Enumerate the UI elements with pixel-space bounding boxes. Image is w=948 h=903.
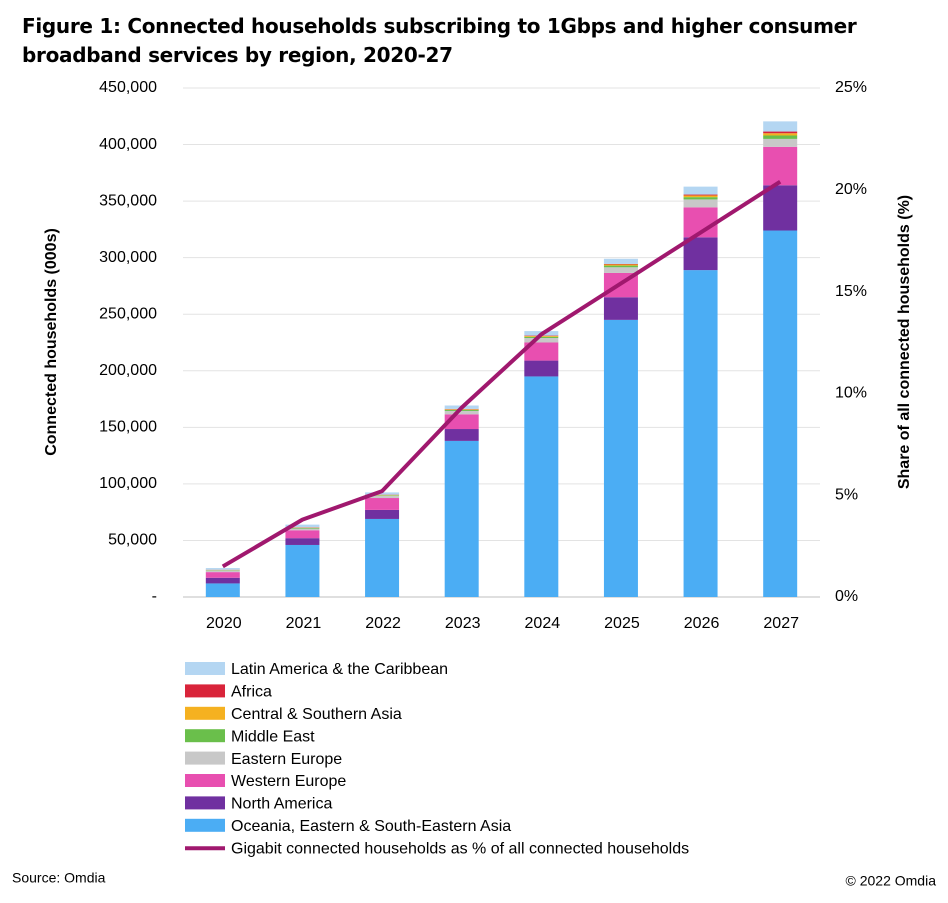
bar-segment [763, 146, 798, 186]
bar-segment [763, 131, 798, 134]
legend-swatch [185, 818, 225, 832]
bar-segment [763, 138, 798, 147]
bar-segment [444, 410, 479, 415]
bar-segment [205, 568, 240, 570]
bar-segment [365, 495, 400, 499]
x-tick-label: 2021 [286, 615, 322, 632]
legend-swatch [185, 751, 225, 765]
legend-label: Middle East [231, 728, 315, 745]
bar-segment [524, 360, 559, 377]
bar-segment [524, 336, 559, 338]
legend-label: Gigabit connected households as % of all… [231, 840, 689, 857]
bar-segment [285, 528, 320, 529]
bar-segment [763, 230, 798, 597]
legend-label: Latin America & the Caribbean [231, 661, 448, 678]
y-tick-label: 300,000 [99, 249, 157, 266]
bar-segment [603, 297, 638, 320]
y2-tick-label: 5% [835, 486, 858, 503]
legend-label: Oceania, Eastern & South-Eastern Asia [231, 818, 511, 835]
y-tick-label: 100,000 [99, 475, 157, 492]
x-tick-label: 2026 [684, 615, 720, 632]
source: Source: Omdia [12, 870, 106, 886]
bar-segment [205, 577, 240, 584]
bar-segment [763, 135, 798, 139]
copyright: © 2022 Omdia [846, 873, 937, 889]
chart-title: Figure 1: Connected households subscribi… [22, 14, 857, 67]
legend-swatch [185, 796, 225, 810]
x-tick-label: 2023 [445, 615, 481, 632]
y2-tick-label: 15% [835, 283, 867, 300]
y2-tick-label: 25% [835, 79, 867, 96]
y-tick-label: 350,000 [99, 192, 157, 209]
bar-segment [524, 342, 559, 361]
y-tick-label: 200,000 [99, 362, 157, 379]
bar-segment [683, 237, 718, 271]
y2-axis-label: Share of all connected households (%) [896, 195, 913, 489]
bar-segment [524, 337, 559, 343]
legend-label: Western Europe [231, 773, 346, 790]
legend-swatch [185, 706, 225, 720]
y-tick-label: 50,000 [108, 532, 157, 549]
y-tick-label: 450,000 [99, 79, 157, 96]
bar-segment [683, 186, 718, 195]
bar-segment [603, 319, 638, 597]
bar-segment [683, 199, 718, 208]
legend-swatch [185, 729, 225, 743]
y-tick-label: 400,000 [99, 136, 157, 153]
bar-segment [365, 509, 400, 519]
line-series [221, 179, 782, 569]
x-tick-label: 2027 [763, 615, 799, 632]
bar-segment [683, 270, 718, 597]
bar-segment [763, 133, 798, 136]
bar-segment [365, 498, 400, 510]
y-tick-label: 250,000 [99, 305, 157, 322]
bar-segment [763, 185, 798, 231]
y-tick-label: 150,000 [99, 419, 157, 436]
legend-label: Central & Southern Asia [231, 706, 402, 723]
bar-segment [683, 194, 718, 196]
x-tick-label: 2024 [525, 615, 561, 632]
bar-segment [285, 530, 320, 539]
bar-segment [603, 264, 638, 266]
legend-label: Eastern Europe [231, 751, 342, 768]
bar-segment [683, 195, 718, 198]
bar-segment [285, 538, 320, 545]
bar-segment [285, 528, 320, 531]
bar-segment [365, 495, 400, 496]
bar-segment [683, 197, 718, 200]
legend-label: Africa [231, 684, 272, 701]
bar-segment [444, 440, 479, 597]
bar-segment [205, 570, 240, 573]
legend-swatch [185, 662, 225, 675]
bar-segment [365, 492, 400, 495]
bar-segment [285, 544, 320, 597]
bar-segment [603, 267, 638, 273]
y2-tick-label: 0% [835, 588, 858, 605]
legend-swatch [185, 774, 225, 787]
bar-segment [285, 524, 320, 528]
bar-segment [763, 121, 798, 132]
y-tick-label: - [152, 588, 157, 605]
bar-segment [603, 258, 638, 264]
bar-segment [365, 518, 400, 597]
x-tick-label: 2025 [604, 615, 640, 632]
bar-segment [444, 429, 479, 441]
bar-segment [205, 583, 240, 597]
bar-segment [205, 572, 240, 578]
bar-segment [524, 376, 559, 597]
y2-tick-label: 10% [835, 385, 867, 402]
legend-label: North America [231, 796, 332, 813]
legend-swatch [185, 684, 225, 698]
bar-segment [603, 265, 638, 268]
x-tick-label: 2020 [206, 615, 242, 632]
y2-tick-label: 20% [835, 181, 867, 198]
y-axis-label: Connected households (000s) [43, 228, 60, 456]
x-tick-label: 2022 [365, 615, 401, 632]
bar-segment [603, 263, 638, 265]
